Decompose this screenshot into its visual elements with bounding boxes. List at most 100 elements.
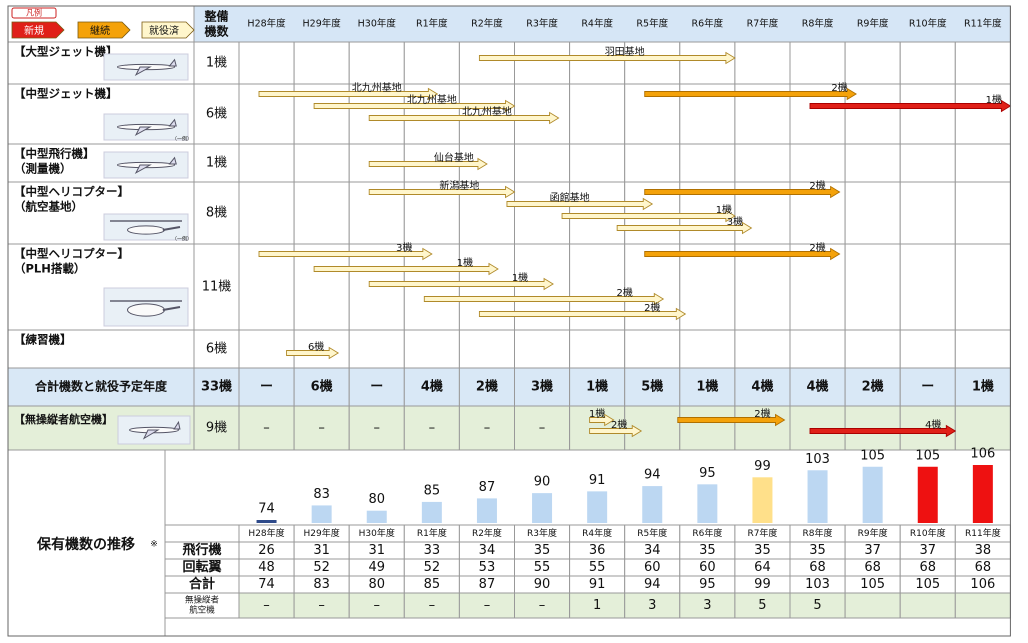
table-year-12: R10年度 [910, 527, 946, 539]
drone-count: 9機 [206, 421, 227, 436]
drone-arrow-3 [809, 424, 957, 438]
fleet-bar-13 [972, 465, 993, 523]
grid-cell [899, 143, 956, 183]
fleet-bar-label-10: 103 [805, 452, 830, 467]
grid-cell [514, 83, 571, 145]
plan-arrow-4-0-label: 3機 [396, 241, 412, 254]
plan-arrow-4-4-label: 2機 [644, 301, 660, 314]
table-year-2: H30年度 [359, 527, 395, 539]
table-value-1-1: 52 [313, 560, 330, 575]
table-value-2-8: 95 [699, 577, 716, 592]
fleet-bar-label-9: 99 [754, 459, 771, 474]
fleet-bar-label-1: 83 [313, 487, 330, 502]
plan-arrow-3-2-label: 1機 [716, 203, 732, 216]
row-count-1: 6機 [206, 107, 227, 122]
grid-cell [624, 143, 681, 183]
plan-arrow-4-1-label: 1機 [457, 256, 473, 269]
plan-arrow-0-0 [478, 51, 736, 65]
table-label-cell [164, 592, 240, 619]
table-value-1-8: 60 [699, 560, 716, 575]
grid-cell [954, 181, 1011, 245]
drone-value-0: – [263, 421, 270, 436]
fleet-bar-label-12: 105 [915, 448, 940, 463]
fleet-bar-1 [311, 505, 332, 523]
grid-cell [238, 41, 295, 85]
plan-arrow-3-0 [368, 185, 516, 199]
totals-value-13: 1機 [972, 379, 994, 395]
aircraft-name-4-1: （PLH搭載） [14, 262, 85, 276]
table-value-3-4: – [484, 598, 491, 613]
grid-cell [569, 243, 626, 331]
table-cell [238, 592, 295, 619]
year-header-10: R8年度 [802, 18, 834, 30]
table-year-11: R9年度 [858, 527, 888, 539]
grid-cell [348, 329, 405, 369]
row-count-4: 11機 [202, 280, 232, 295]
plan-arrow-0-0-label: 羽田基地 [605, 45, 645, 58]
mid-heli-photo-body [127, 225, 165, 235]
plan-arrow-4-4 [478, 307, 687, 321]
table-value-0-1: 31 [313, 543, 330, 558]
fleet-bar-label-11: 105 [860, 448, 885, 463]
table-value-1-0: 48 [258, 560, 275, 575]
plan-arrow-1-3-label: 2機 [831, 81, 847, 94]
plan-arrow-5-0-label: 6機 [308, 340, 324, 353]
table-year-13: R11年度 [965, 527, 1001, 539]
fleet-bar-12 [917, 466, 938, 523]
grid-cell [403, 329, 460, 369]
drone-arrow-1-label: 2機 [611, 418, 627, 431]
grid-cell [458, 329, 515, 369]
fleet-bar-0 [256, 520, 277, 523]
aircraft-name-2-0: 【中型飛行機】 [14, 147, 95, 161]
year-header-1: H29年度 [303, 18, 342, 30]
table-value-3-7: 3 [648, 598, 656, 613]
grid-cell [458, 405, 515, 451]
year-header-13: R11年度 [964, 18, 1002, 30]
totals-value-10: 4機 [807, 379, 829, 395]
grid-cell [514, 181, 571, 245]
plan-arrow-3-3 [616, 221, 753, 235]
aircraft-name-2-1: （測量機） [14, 162, 72, 176]
grid-cell [789, 143, 846, 183]
grid-cell [954, 329, 1011, 369]
row-count-0: 1機 [206, 56, 227, 71]
table-value-0-3: 33 [424, 543, 441, 558]
table-value-0-10: 35 [809, 543, 826, 558]
table-row-label-2: 合計 [189, 576, 215, 592]
grid-cell [569, 83, 626, 145]
grid-cell [293, 143, 350, 183]
mid-jet-photo-wing [134, 126, 152, 137]
mid-heli-photo-tail [162, 226, 181, 231]
grid-cell [899, 83, 956, 145]
grid-cell [514, 329, 571, 369]
totals-value-4: 2機 [476, 379, 498, 395]
table-value-2-12: 105 [915, 577, 940, 592]
totals-count: 33機 [201, 379, 232, 395]
legend-title-box [11, 7, 57, 19]
grid-cell [624, 367, 681, 407]
plh-heli-photo-body [127, 303, 165, 317]
aircraft-name-3-0: 【中型ヘリコプター】 [14, 185, 129, 199]
year-header-9: R7年度 [747, 18, 779, 30]
table-year-9: R7年度 [747, 527, 777, 539]
fleet-bar-label-4: 87 [479, 480, 496, 495]
grid-cell [238, 181, 295, 245]
table-cell [403, 592, 460, 619]
legend-arrow-0 [11, 21, 65, 39]
table-value-3-5: – [539, 598, 546, 613]
fleet-bar-3 [421, 501, 442, 523]
table-year-8: R6年度 [692, 527, 722, 539]
table-value-1-12: 68 [919, 560, 936, 575]
fleet-bar-7 [642, 486, 663, 523]
year-header-5: R3年度 [526, 18, 558, 30]
drone-arrow-3-label: 4機 [925, 418, 941, 431]
year-header-12: R10年度 [909, 18, 947, 30]
grid-cell [899, 41, 956, 85]
grid-cell [789, 41, 846, 85]
totals-value-2: ー [370, 380, 383, 395]
row-name-cell [7, 367, 195, 407]
fleet-bar-label-8: 95 [699, 466, 716, 481]
table-value-1-4: 53 [479, 560, 496, 575]
